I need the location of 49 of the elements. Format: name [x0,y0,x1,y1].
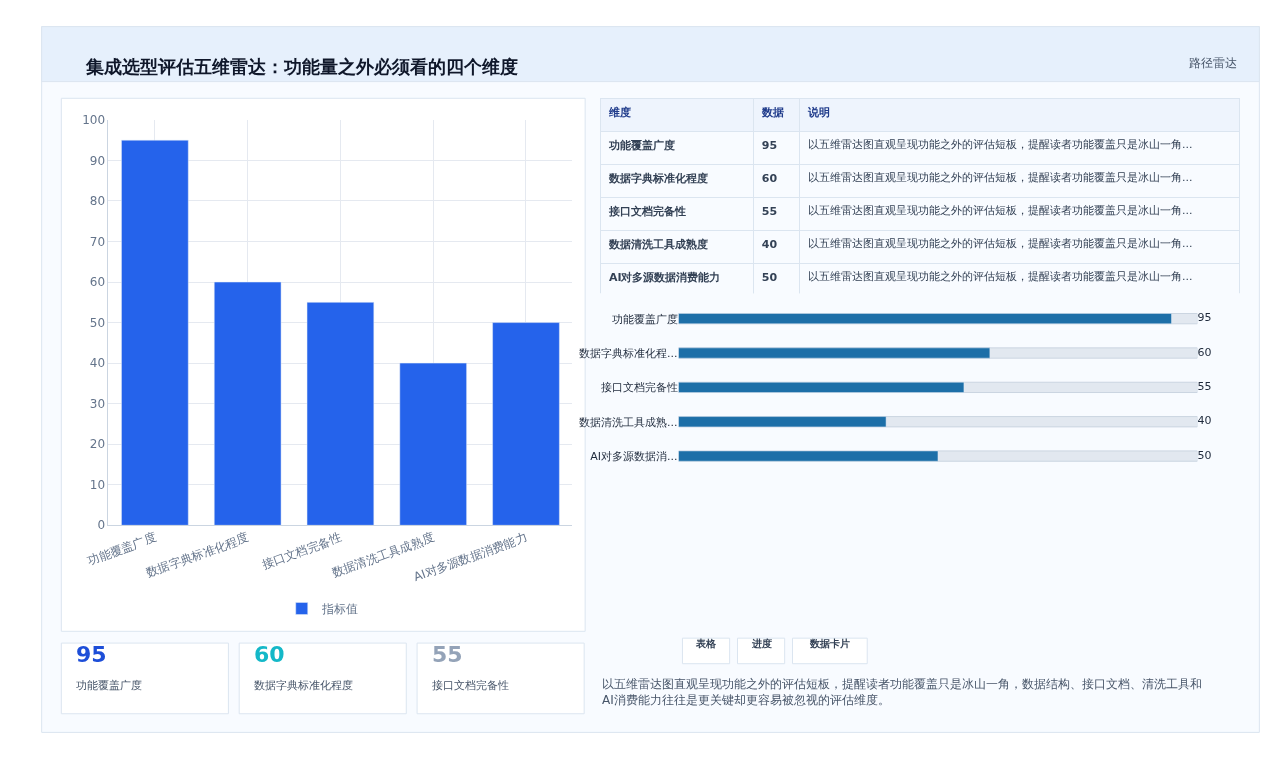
y-tick-label: 90 [89,153,106,168]
category-label: 接口文档完备性 [432,679,509,692]
y-tick-label: 70 [89,234,106,249]
text: 以五维雷达图直观呈现功能之外的评估短板，提醒读者功能覆盖只是冰山一角... [807,236,1193,250]
category-label: 数据字典标准化程度 [254,679,353,692]
y-tick-label: 20 [89,437,106,452]
legend-label: 指标值 [320,602,358,617]
text: 表格 [695,638,717,649]
data-label: 55 [1197,380,1212,394]
y-tick-label: 接口文档完备性 [600,381,678,395]
y-tick-label: AI对多源数据消... [590,449,678,463]
text: 进度 [751,638,772,649]
data-label: 50 [1197,448,1212,462]
data-label: 60 [761,172,778,186]
data-label: 55 [761,205,778,219]
data-label: 60 [1197,345,1212,359]
y-tick-label: 数据清洗工具成熟... [579,415,678,429]
data-label: 95 [76,642,107,667]
y-tick-label: 40 [89,356,106,371]
category-label: AI对多源数据消费能力 [608,271,721,285]
text: 数据 [760,106,784,120]
data-label: 95 [761,139,778,153]
text: 路径雷达 [1189,56,1237,70]
text: 以五维雷达图直观呈现功能之外的评估短板，提醒读者功能覆盖只是冰山一角... [807,170,1193,184]
y-tick-label: 30 [89,396,106,411]
data-label: 55 [432,642,463,667]
y-tick-label: 10 [89,477,106,492]
y-tick-label: 60 [89,275,106,290]
text: 数据卡片 [809,638,850,649]
text: 说明 [806,106,830,120]
text: 以五维雷达图直观呈现功能之外的评估短板，提醒读者功能覆盖只是冰山一角... [807,137,1193,151]
text: 维度 [607,106,631,120]
category-label: 数据清洗工具成熟度 [607,238,708,252]
text: 集成选型评估五维雷达：功能量之外必须看的四个维度 [85,56,518,77]
data-label: 40 [1197,414,1212,428]
y-tick-label: 80 [89,194,106,209]
data-label: 50 [761,271,778,285]
text: 以五维雷达图直观呈现功能之外的评估短板，提醒读者功能覆盖只是冰山一角... [807,203,1193,217]
data-label: 60 [254,642,285,667]
y-tick-label: 功能覆盖广度 [611,312,678,326]
y-tick-label: 数据字典标准化程... [579,346,678,360]
y-tick-label: 0 [97,518,106,533]
y-tick-label: 100 [82,113,106,128]
category-label: 数据字典标准化程度 [607,172,708,186]
data-label: 95 [1197,311,1212,325]
data-label: 40 [761,238,778,252]
y-tick-label: 50 [89,315,106,330]
text: 以五维雷达图直观呈现功能之外的评估短板，提醒读者功能覆盖只是冰山一角... [807,269,1193,283]
text: 以五维雷达图直观呈现功能之外的评估短板，提醒读者功能覆盖只是冰山一角，数据结构、接口文档、清洗工具和AI消费能力往往是更关键却更容易被忽视的评估维度。 [602,677,1202,707]
